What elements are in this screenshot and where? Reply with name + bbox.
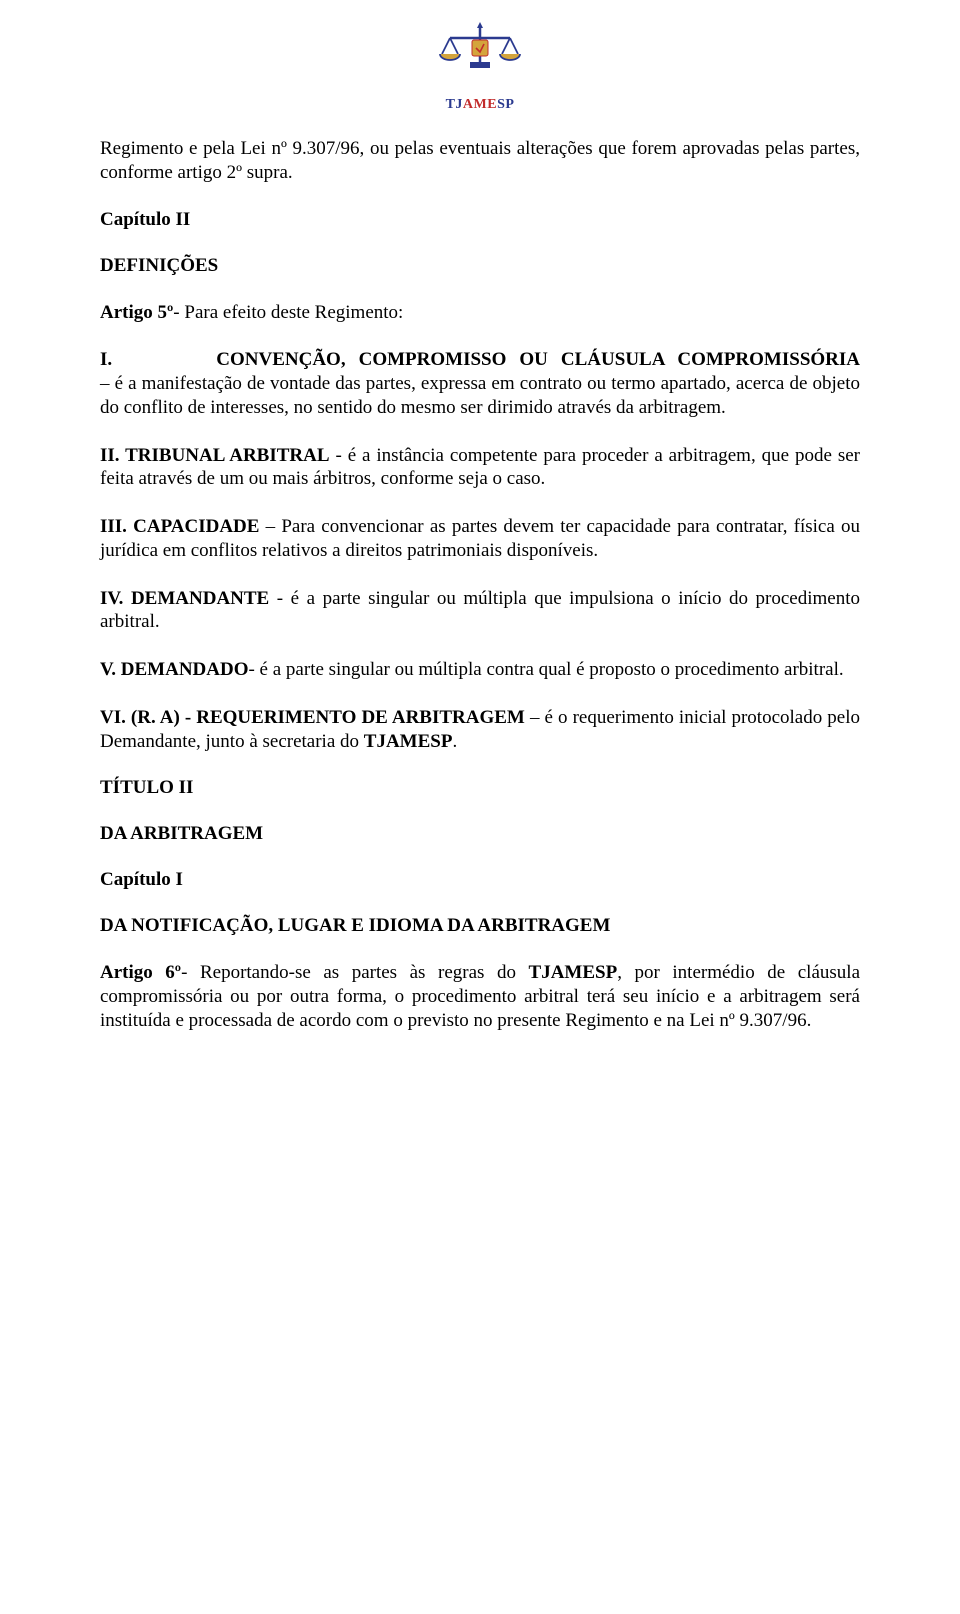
art6-mid-bold: TJAMESP — [529, 962, 618, 983]
art5-i-num: I. — [100, 349, 112, 370]
art5-lead-bold: Artigo 5º — [100, 302, 173, 323]
art5-vi: VI. (R. A) - REQUERIMENTO DE ARBITRAGEM … — [100, 706, 860, 754]
art5-i-body: – é a manifestação de vontade das partes… — [100, 372, 860, 420]
chapter-i-title: Capítulo I — [100, 869, 860, 891]
art5-lead: Artigo 5º- Para efeito deste Regimento: — [100, 301, 860, 325]
art5-iii-term: III. CAPACIDADE — [100, 516, 259, 537]
art6: Artigo 6º- Reportando-se as partes às re… — [100, 961, 860, 1032]
logo-text: TJAMESP — [100, 97, 860, 113]
art6-lead-bold: Artigo 6º — [100, 962, 181, 983]
art5-vi-tail-rest: . — [452, 731, 457, 752]
art5-i-term: CONVENÇÃO, COMPROMISSO OU CLÁUSULA COMPR… — [216, 349, 860, 370]
scales-icon — [430, 20, 530, 90]
art5-lead-rest: - Para efeito deste Regimento: — [173, 302, 403, 323]
intro-paragraph: Regimento e pela Lei nº 9.307/96, ou pel… — [100, 137, 860, 185]
chapter-i-subtitle: DA NOTIFICAÇÃO, LUGAR E IDIOMA DA ARBITR… — [100, 915, 860, 937]
header-logo: TJAMESP — [100, 20, 860, 113]
art5-v-rest: - é a parte singular ou múltipla contra … — [248, 659, 843, 680]
logo-tj: TJ — [446, 97, 463, 112]
logo-sp: SP — [497, 97, 514, 112]
art5-iv-term: IV. DEMANDANTE — [100, 588, 269, 609]
chapter-ii-title: Capítulo II — [100, 209, 860, 231]
art5-iv: IV. DEMANDANTE - é a parte singular ou m… — [100, 587, 860, 635]
chapter-ii-subtitle: DEFINIÇÕES — [100, 255, 860, 277]
art5-vi-term: VI. (R. A) - REQUERIMENTO DE ARBITRAGEM — [100, 707, 525, 728]
title-ii-subtitle: DA ARBITRAGEM — [100, 823, 860, 845]
art5-ii-term: II. TRIBUNAL ARBITRAL — [100, 445, 330, 466]
art5-iii: III. CAPACIDADE – Para convencionar as p… — [100, 515, 860, 563]
art5-v: V. DEMANDADO- é a parte singular ou múlt… — [100, 658, 860, 682]
art6-mid1: - Reportando-se as partes às regras do — [181, 962, 528, 983]
art5-v-term: V. DEMANDADO — [100, 659, 248, 680]
logo-ame: AME — [463, 97, 497, 112]
art5-i: I. CONVENÇÃO, COMPROMISSO OU CLÁUSULA CO… — [100, 348, 860, 372]
title-ii: TÍTULO II — [100, 777, 860, 799]
art5-ii: II. TRIBUNAL ARBITRAL - é a instância co… — [100, 444, 860, 492]
art5-vi-tail-bold: TJAMESP — [364, 731, 453, 752]
